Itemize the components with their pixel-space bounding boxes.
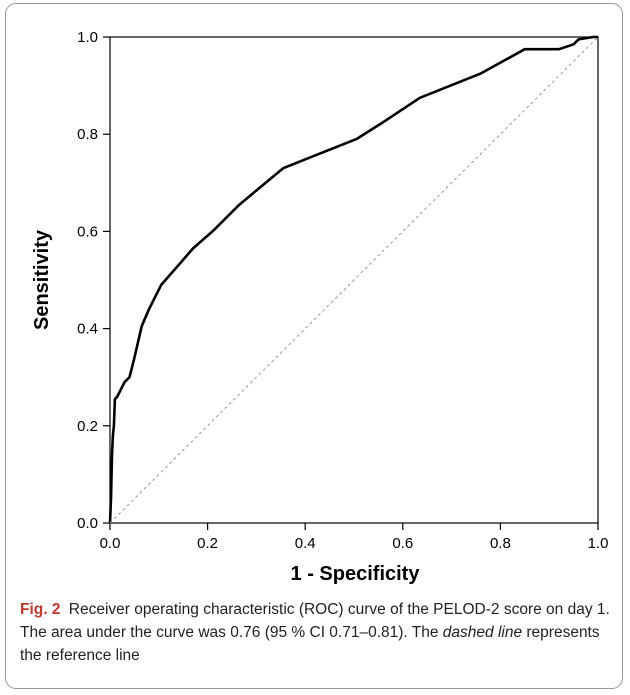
plot-border [109, 36, 599, 524]
x-tick-label: 0.6 [392, 535, 413, 552]
y-tick-label: 1.0 [77, 29, 98, 46]
x-tick-label: 0.8 [490, 535, 511, 552]
caption-text: Receiver operating characteristic (ROC) … [20, 601, 610, 641]
caption-text-end: represents the reference line [20, 624, 600, 664]
roc-curve [108, 35, 598, 524]
figure-caption: Fig. 2 Receiver operating characteristic… [20, 598, 620, 667]
y-tick-label: 0.2 [77, 418, 98, 435]
roc-chart: 0.0 0.2 0.4 0.6 0.8 1.0 0.0 0.2 0.4 0.6 0.8 1.0 1 -… [31, 29, 608, 585]
figure-frame [5, 3, 623, 689]
caption-emphasis: dashed line [442, 624, 523, 641]
caption-figure-label: Fig. 2 [20, 601, 61, 618]
y-axis-label: Sensitivity [31, 229, 53, 330]
y-tick-label: 0.6 [77, 223, 98, 240]
x-tick-label: 0.4 [295, 535, 316, 552]
y-tick-label: 0.8 [77, 126, 98, 143]
x-tick-label: 0.0 [100, 535, 121, 552]
y-tick-label: 0.4 [77, 321, 98, 338]
plot-area: 0.0 0.2 0.4 0.6 0.8 1.0 0.0 0.2 0.4 0.6 0.8 1.0 [77, 29, 608, 552]
x-tick-label: 1.0 [588, 535, 609, 552]
reference-line [109, 36, 599, 524]
x-axis-label: 1 - Specificity [291, 563, 421, 585]
x-tick-label: 0.2 [197, 535, 218, 552]
y-tick-label: 0.0 [77, 515, 98, 532]
